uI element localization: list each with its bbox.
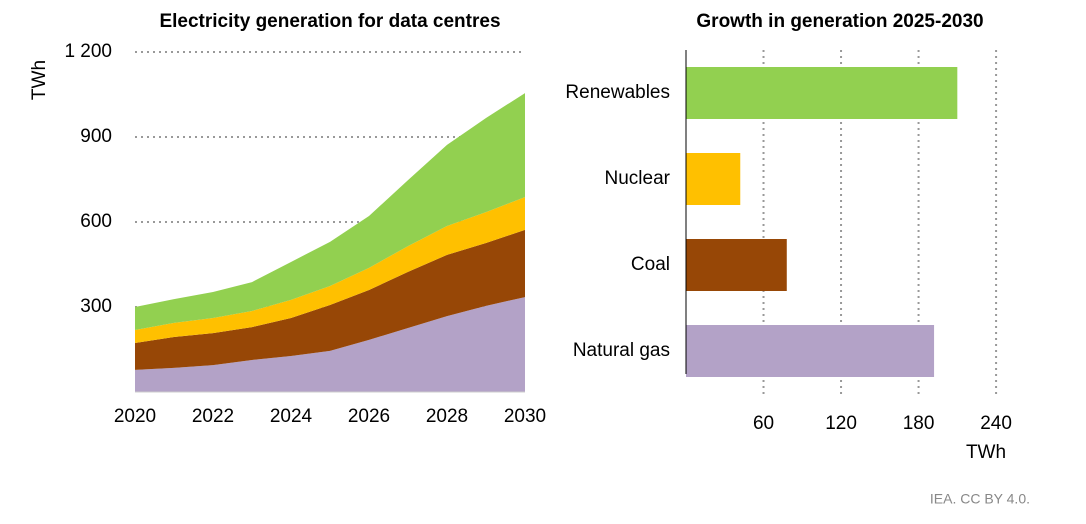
chart-title: Growth in generation 2025-2030 <box>696 11 983 32</box>
y-tick-label: Natural gas <box>573 340 670 361</box>
y-tick-label: Coal <box>631 254 670 275</box>
bar <box>686 153 741 205</box>
y-tick-label: 1 200 <box>64 41 112 62</box>
x-tick-label: 2022 <box>192 406 234 427</box>
area <box>135 93 525 330</box>
chart-title: Electricity generation for data centres <box>159 11 500 32</box>
source: IEA. CC BY 4.0. <box>930 491 1030 507</box>
x-tick-label: 2030 <box>504 406 546 427</box>
x-tick-label: 180 <box>903 413 935 434</box>
y-tick-label: Nuclear <box>605 168 671 189</box>
area <box>135 197 525 343</box>
x-tick-label: 2020 <box>114 406 156 427</box>
y-tick-label: Renewables <box>565 82 670 103</box>
x-tick-label: 60 <box>753 413 774 434</box>
area <box>135 229 525 370</box>
x-tick-label: 2026 <box>348 406 390 427</box>
x-tick-label: 2024 <box>270 406 313 427</box>
bar <box>686 239 787 291</box>
bar <box>686 67 958 119</box>
y-tick-label: 600 <box>80 211 112 232</box>
y-tick-label: 300 <box>80 296 112 317</box>
y-axis-label: TWh <box>29 60 50 100</box>
area <box>135 297 525 392</box>
bar <box>686 325 935 377</box>
y-tick-label: 900 <box>80 126 112 147</box>
x-axis-label: TWh <box>966 442 1006 463</box>
x-tick-label: 2028 <box>426 406 468 427</box>
x-tick-label: 240 <box>980 413 1012 434</box>
x-tick-label: 120 <box>825 413 857 434</box>
